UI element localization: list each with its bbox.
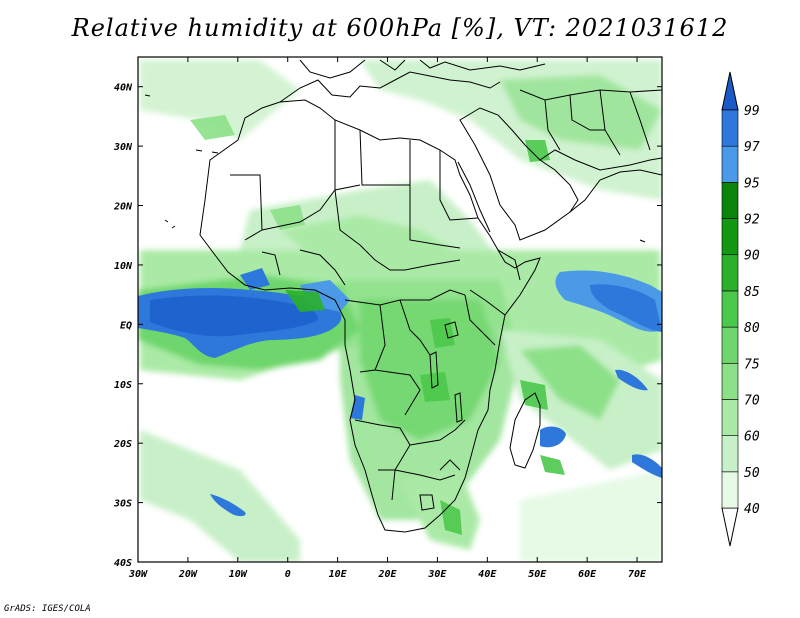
colorbar: 40 50 60 70 75 80 85 90 92 95 97 99 (721, 71, 760, 547)
lat-label: 30N (113, 142, 133, 153)
lat-label: 10N (114, 261, 133, 272)
colorbar-bottom-extend (721, 507, 739, 547)
humidity-shading (138, 57, 662, 562)
colorbar-label: 40 (744, 502, 760, 517)
coastlines (144, 59, 662, 533)
colorbar-box (721, 254, 739, 292)
lon-label: 20E (377, 569, 397, 580)
colorbar-box (721, 182, 739, 219)
colorbar-box (721, 362, 739, 400)
colorbar-label: 95 (744, 176, 760, 191)
lat-label: EQ (120, 320, 132, 331)
colorbar-label: 97 (744, 140, 760, 155)
lon-label: 10E (329, 569, 348, 580)
colorbar-label: 92 (744, 213, 760, 228)
map-title: Relative humidity at 600hPa [%], VT: 202… (71, 14, 729, 42)
colorbar-box (721, 435, 739, 473)
colorbar-label: 50 (744, 466, 760, 481)
lon-label: 0 (285, 569, 291, 580)
lon-label: 30W (128, 569, 148, 580)
colorbar-box (721, 218, 739, 256)
lat-label: 40S (114, 558, 132, 569)
lat-label: 20S (113, 439, 132, 450)
colorbar-box (721, 145, 739, 183)
lat-label: 40N (114, 83, 133, 94)
lon-label: 60E (578, 569, 597, 580)
colorbar-label: 80 (744, 321, 760, 336)
colorbar-box (721, 471, 739, 509)
lat-label: 10S (114, 380, 132, 391)
colorbar-label: 90 (744, 249, 760, 264)
lon-label: 40E (478, 569, 497, 580)
colorbar-label: 85 (744, 285, 760, 300)
lon-label: 50E (528, 569, 547, 580)
colorbar-box (721, 109, 739, 147)
credit-text: GrADS: IGES/COLA (4, 604, 91, 614)
colorbar-top-extend (721, 71, 739, 111)
lon-label: 30E (427, 569, 447, 580)
plot-frame (137, 56, 663, 563)
lat-axis: 40N 30N 20N 10N EQ 10S 20S 30S 40S (113, 83, 662, 569)
colorbar-label: 99 (744, 104, 760, 119)
colorbar-box (721, 290, 739, 328)
colorbar-label: 60 (744, 430, 760, 445)
colorbar-box (721, 399, 739, 436)
lat-label: 20N (113, 202, 133, 213)
lon-label: 10W (229, 569, 248, 580)
colorbar-label: 70 (744, 393, 760, 408)
lat-label: 30S (113, 499, 132, 510)
colorbar-box (721, 326, 739, 364)
colorbar-label: 75 (744, 357, 760, 372)
lon-label: 20W (178, 569, 198, 580)
lon-label: 70E (628, 569, 647, 580)
lon-axis: 30W 20W 10W 0 10E 20E 30E 40E 50E 60E 70E (128, 57, 647, 580)
